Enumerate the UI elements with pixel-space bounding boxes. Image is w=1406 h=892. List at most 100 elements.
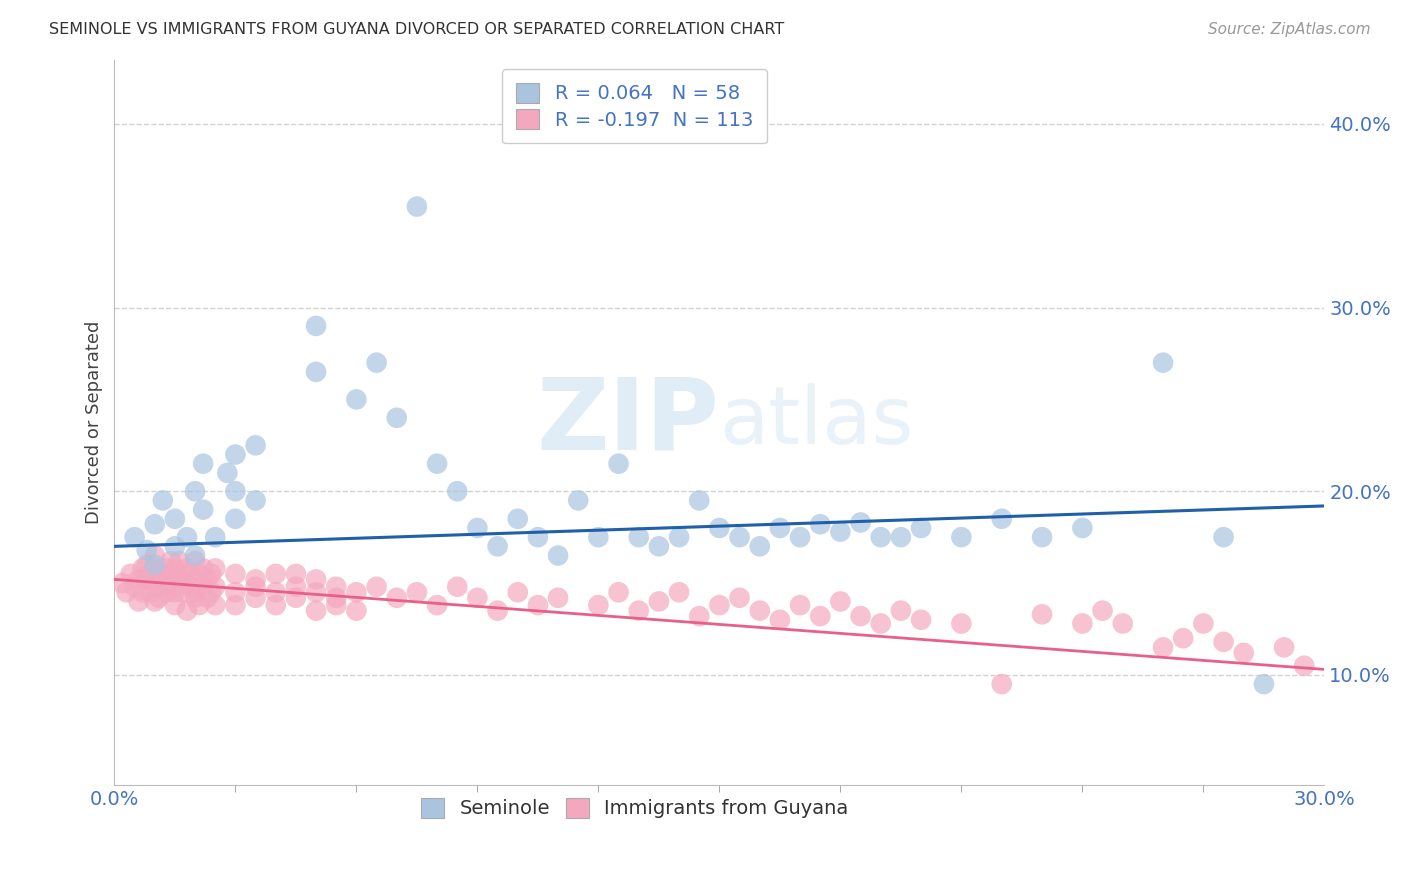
Point — [950, 616, 973, 631]
Point — [284, 566, 307, 581]
Point — [152, 580, 174, 594]
Point — [176, 561, 198, 575]
Point — [426, 598, 449, 612]
Point — [120, 566, 142, 581]
Point — [195, 573, 218, 587]
Point — [1212, 635, 1234, 649]
Point — [588, 598, 610, 612]
Point — [284, 580, 307, 594]
Point — [200, 566, 222, 581]
Point — [148, 591, 170, 605]
Point — [305, 604, 328, 618]
Point — [191, 580, 214, 594]
Point — [163, 512, 186, 526]
Point — [111, 576, 134, 591]
Point — [156, 585, 179, 599]
Point — [910, 613, 932, 627]
Point — [184, 573, 207, 587]
Point — [668, 585, 690, 599]
Point — [990, 677, 1012, 691]
Text: ZIP: ZIP — [537, 374, 720, 471]
Point — [160, 573, 183, 587]
Point — [131, 561, 153, 575]
Point — [143, 594, 166, 608]
Point — [668, 530, 690, 544]
Point — [366, 356, 388, 370]
Point — [1253, 677, 1275, 691]
Point — [748, 539, 770, 553]
Point — [890, 530, 912, 544]
Point — [627, 604, 650, 618]
Point — [163, 539, 186, 553]
Point — [808, 517, 831, 532]
Point — [191, 502, 214, 516]
Point — [135, 558, 157, 572]
Point — [128, 573, 150, 587]
Point — [849, 516, 872, 530]
Point — [143, 517, 166, 532]
Point — [446, 484, 468, 499]
Point — [385, 591, 408, 605]
Point — [849, 609, 872, 624]
Point — [167, 566, 190, 581]
Point — [188, 566, 211, 581]
Point — [217, 466, 239, 480]
Point — [163, 580, 186, 594]
Point — [406, 200, 429, 214]
Point — [305, 585, 328, 599]
Point — [527, 598, 550, 612]
Point — [163, 585, 186, 599]
Point — [176, 604, 198, 618]
Point — [1272, 640, 1295, 655]
Point — [184, 549, 207, 563]
Point — [1233, 646, 1256, 660]
Point — [1152, 356, 1174, 370]
Point — [148, 573, 170, 587]
Point — [728, 591, 751, 605]
Point — [264, 585, 287, 599]
Point — [344, 604, 367, 618]
Point — [344, 392, 367, 407]
Point — [627, 530, 650, 544]
Point — [1112, 616, 1135, 631]
Point — [264, 566, 287, 581]
Point — [305, 573, 328, 587]
Point — [139, 585, 162, 599]
Point — [1152, 640, 1174, 655]
Point — [128, 594, 150, 608]
Point — [990, 512, 1012, 526]
Point — [156, 561, 179, 575]
Point — [284, 591, 307, 605]
Point — [131, 585, 153, 599]
Point — [567, 493, 589, 508]
Point — [224, 585, 246, 599]
Point — [830, 524, 852, 539]
Point — [245, 591, 267, 605]
Point — [1294, 658, 1316, 673]
Point — [748, 604, 770, 618]
Point — [152, 493, 174, 508]
Point — [467, 591, 489, 605]
Y-axis label: Divorced or Separated: Divorced or Separated — [86, 321, 103, 524]
Point — [789, 598, 811, 612]
Point — [890, 604, 912, 618]
Point — [1173, 631, 1195, 645]
Point — [709, 598, 731, 612]
Point — [830, 594, 852, 608]
Point — [1091, 604, 1114, 618]
Point — [1071, 521, 1094, 535]
Point — [191, 561, 214, 575]
Point — [163, 561, 186, 575]
Point — [325, 598, 347, 612]
Point — [486, 604, 509, 618]
Point — [709, 521, 731, 535]
Point — [385, 410, 408, 425]
Point — [1212, 530, 1234, 544]
Point — [180, 566, 202, 581]
Point — [224, 484, 246, 499]
Point — [224, 598, 246, 612]
Point — [467, 521, 489, 535]
Point — [869, 530, 891, 544]
Point — [135, 543, 157, 558]
Point — [195, 591, 218, 605]
